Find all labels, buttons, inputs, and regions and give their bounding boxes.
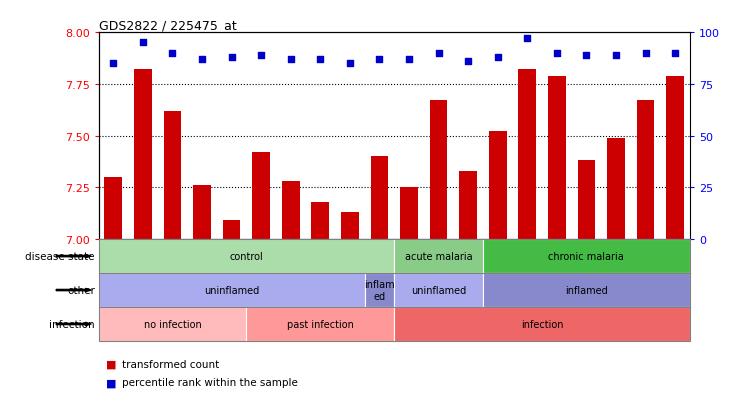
Text: no infection: no infection xyxy=(144,319,201,329)
Bar xyxy=(548,76,566,240)
Text: other: other xyxy=(67,285,95,295)
Text: percentile rank within the sample: percentile rank within the sample xyxy=(122,377,298,387)
Bar xyxy=(607,138,625,240)
Bar xyxy=(282,182,299,240)
Bar xyxy=(666,76,684,240)
Text: inflamed: inflamed xyxy=(565,285,608,295)
Text: GDS2822 / 225475_at: GDS2822 / 225475_at xyxy=(99,19,237,32)
Point xyxy=(226,55,237,61)
Point xyxy=(610,52,622,59)
Bar xyxy=(637,101,654,240)
Text: chronic malaria: chronic malaria xyxy=(548,252,624,261)
Bar xyxy=(400,188,418,240)
Text: past infection: past infection xyxy=(287,319,354,329)
Bar xyxy=(134,70,152,240)
Text: infection: infection xyxy=(50,319,95,329)
Text: control: control xyxy=(229,252,264,261)
Point xyxy=(403,57,415,63)
Text: uninflamed: uninflamed xyxy=(204,285,259,295)
Point xyxy=(107,61,119,67)
Bar xyxy=(312,202,329,240)
Point xyxy=(285,57,296,63)
Point xyxy=(462,59,474,65)
Text: ■: ■ xyxy=(106,377,116,387)
Text: inflam
ed: inflam ed xyxy=(364,280,395,301)
Bar xyxy=(341,213,358,240)
Bar xyxy=(459,171,477,240)
Point xyxy=(196,57,208,63)
Point xyxy=(255,52,267,59)
Bar xyxy=(104,178,122,240)
Bar xyxy=(193,186,211,240)
Point xyxy=(137,40,149,47)
Bar xyxy=(430,101,447,240)
Bar xyxy=(489,132,507,240)
Text: uninflamed: uninflamed xyxy=(411,285,466,295)
Text: acute malaria: acute malaria xyxy=(404,252,472,261)
Point xyxy=(166,50,178,57)
Point xyxy=(315,57,326,63)
Point xyxy=(639,50,651,57)
Bar xyxy=(164,112,181,240)
Bar xyxy=(223,221,240,240)
Bar xyxy=(577,161,595,240)
Text: disease state: disease state xyxy=(26,252,95,261)
Point xyxy=(580,52,592,59)
Point xyxy=(551,50,563,57)
Point xyxy=(433,50,445,57)
Point xyxy=(492,55,504,61)
Text: infection: infection xyxy=(520,319,564,329)
Text: ■: ■ xyxy=(106,359,116,369)
Point xyxy=(344,61,356,67)
Bar xyxy=(371,157,388,240)
Point xyxy=(521,36,533,43)
Bar xyxy=(518,70,536,240)
Point xyxy=(374,57,385,63)
Bar xyxy=(253,153,270,240)
Point xyxy=(669,50,681,57)
Text: transformed count: transformed count xyxy=(122,359,219,369)
